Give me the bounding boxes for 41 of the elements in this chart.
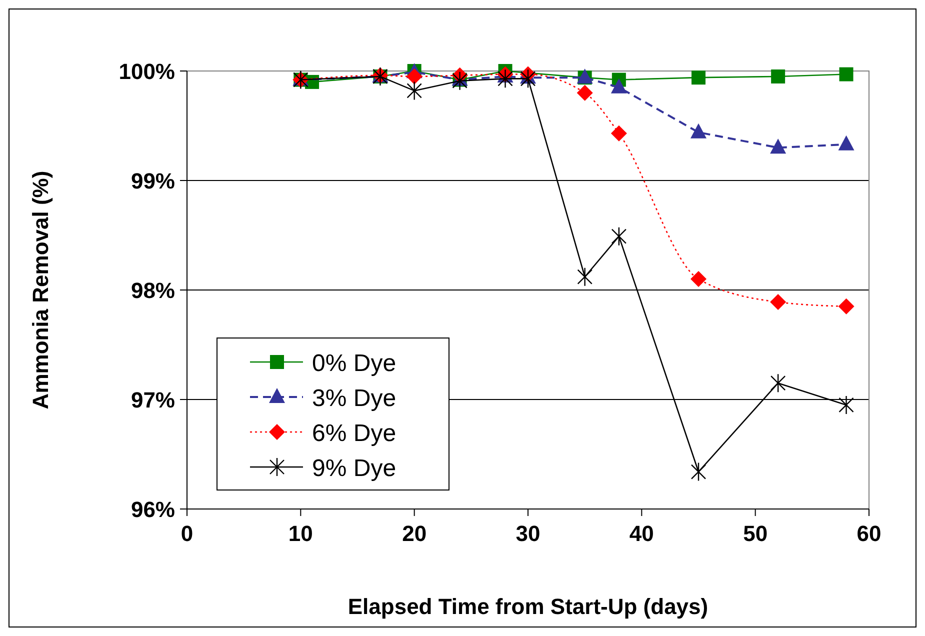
point — [690, 271, 706, 288]
y-tick-label: 100% — [118, 59, 175, 84]
point — [839, 67, 854, 82]
point — [406, 68, 422, 84]
point — [690, 462, 706, 482]
y-tick-label: 96% — [130, 497, 175, 522]
legend-label: 3% Dye — [312, 385, 396, 412]
point — [771, 69, 786, 84]
x-tick-label: 0 — [180, 521, 194, 546]
x-tick-label: 30 — [516, 521, 540, 546]
point — [610, 125, 627, 142]
point — [838, 395, 854, 415]
y-axis-title: Ammonia Removal (%) — [28, 170, 53, 410]
x-tick-label: 40 — [629, 521, 654, 546]
point — [372, 66, 388, 86]
point — [576, 84, 593, 101]
legend-label: 0% Dye — [312, 350, 396, 377]
point — [406, 81, 422, 100]
point — [770, 373, 786, 393]
point — [838, 135, 854, 150]
legend-label: 9% Dye — [312, 455, 396, 482]
point — [692, 70, 706, 85]
point — [452, 71, 468, 90]
legend-label: 6% Dye — [312, 420, 396, 447]
x-tick-label: 10 — [288, 521, 313, 546]
point — [690, 123, 706, 138]
x-tick-label: 60 — [856, 521, 882, 546]
y-tick-label: 98% — [130, 278, 175, 303]
x-tick-label: 50 — [743, 521, 768, 546]
x-axis-title: Elapsed Time from Start-Up (days) — [348, 594, 708, 619]
point — [770, 138, 786, 154]
point — [611, 226, 627, 246]
y-tick-label: 99% — [130, 168, 175, 194]
point — [770, 294, 786, 310]
y-tick-label: 97% — [130, 388, 175, 412]
point — [838, 298, 854, 314]
point — [577, 267, 592, 286]
point — [498, 69, 513, 88]
x-tick-label: 20 — [402, 521, 427, 546]
point — [610, 78, 627, 94]
point — [520, 69, 536, 88]
